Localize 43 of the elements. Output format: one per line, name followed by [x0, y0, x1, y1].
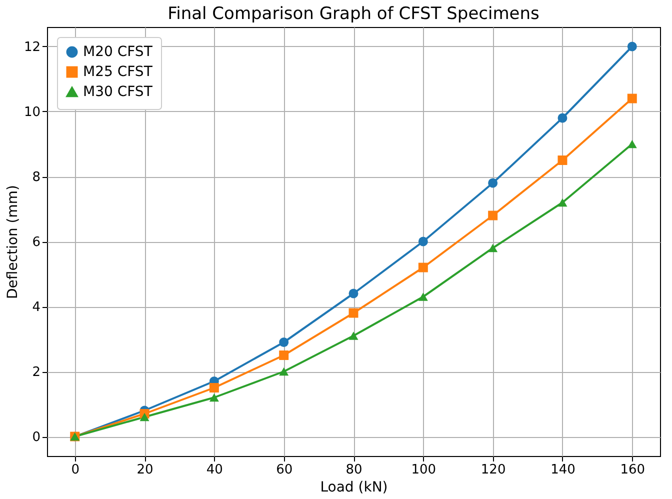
- x-axis-title: Load (kN): [320, 480, 388, 496]
- legend-label: M30 CFST: [83, 84, 153, 100]
- point: [627, 140, 637, 148]
- y-tick-label: 10: [24, 105, 40, 120]
- x-tick-label: 40: [206, 462, 223, 478]
- x-tick-label: 100: [411, 462, 436, 478]
- point: [488, 210, 498, 220]
- point: [558, 156, 568, 165]
- x-tick-label: 0: [71, 462, 80, 478]
- y-tick-label: 8: [32, 170, 40, 185]
- x-tick-label: 160: [620, 462, 646, 478]
- legend-label: M20 CFST: [83, 44, 153, 60]
- point: [558, 113, 568, 123]
- point: [488, 178, 498, 188]
- point: [209, 383, 219, 392]
- point: [140, 412, 150, 422]
- point: [348, 332, 358, 340]
- x-tick-label: 140: [550, 462, 576, 478]
- point: [279, 350, 289, 360]
- point: [627, 94, 637, 104]
- y-tick-label: 6: [32, 235, 40, 250]
- chart-title: Final Comparison Graph of CFST Specimens: [168, 4, 540, 24]
- point: [348, 308, 358, 318]
- x-tick-label: 60: [276, 462, 293, 478]
- point: [209, 393, 219, 402]
- legend-label: M25 CFST: [83, 64, 153, 80]
- point: [418, 262, 428, 272]
- point: [627, 42, 637, 52]
- point: [418, 292, 428, 301]
- x-tick-label: 120: [480, 462, 506, 478]
- point: [348, 288, 358, 298]
- point: [279, 367, 289, 376]
- point: [279, 338, 289, 347]
- point: [558, 198, 568, 207]
- y-tick-label: 4: [32, 300, 40, 315]
- x-tick-label: 20: [136, 462, 154, 478]
- y-tick-label: 0: [32, 430, 40, 445]
- y-tick-label: 2: [32, 365, 40, 380]
- y-axis-title: Deflection (mm): [4, 185, 21, 299]
- x-tick-label: 80: [346, 462, 362, 478]
- y-tick-label: 12: [24, 40, 40, 55]
- point: [488, 244, 498, 252]
- point: [418, 236, 428, 246]
